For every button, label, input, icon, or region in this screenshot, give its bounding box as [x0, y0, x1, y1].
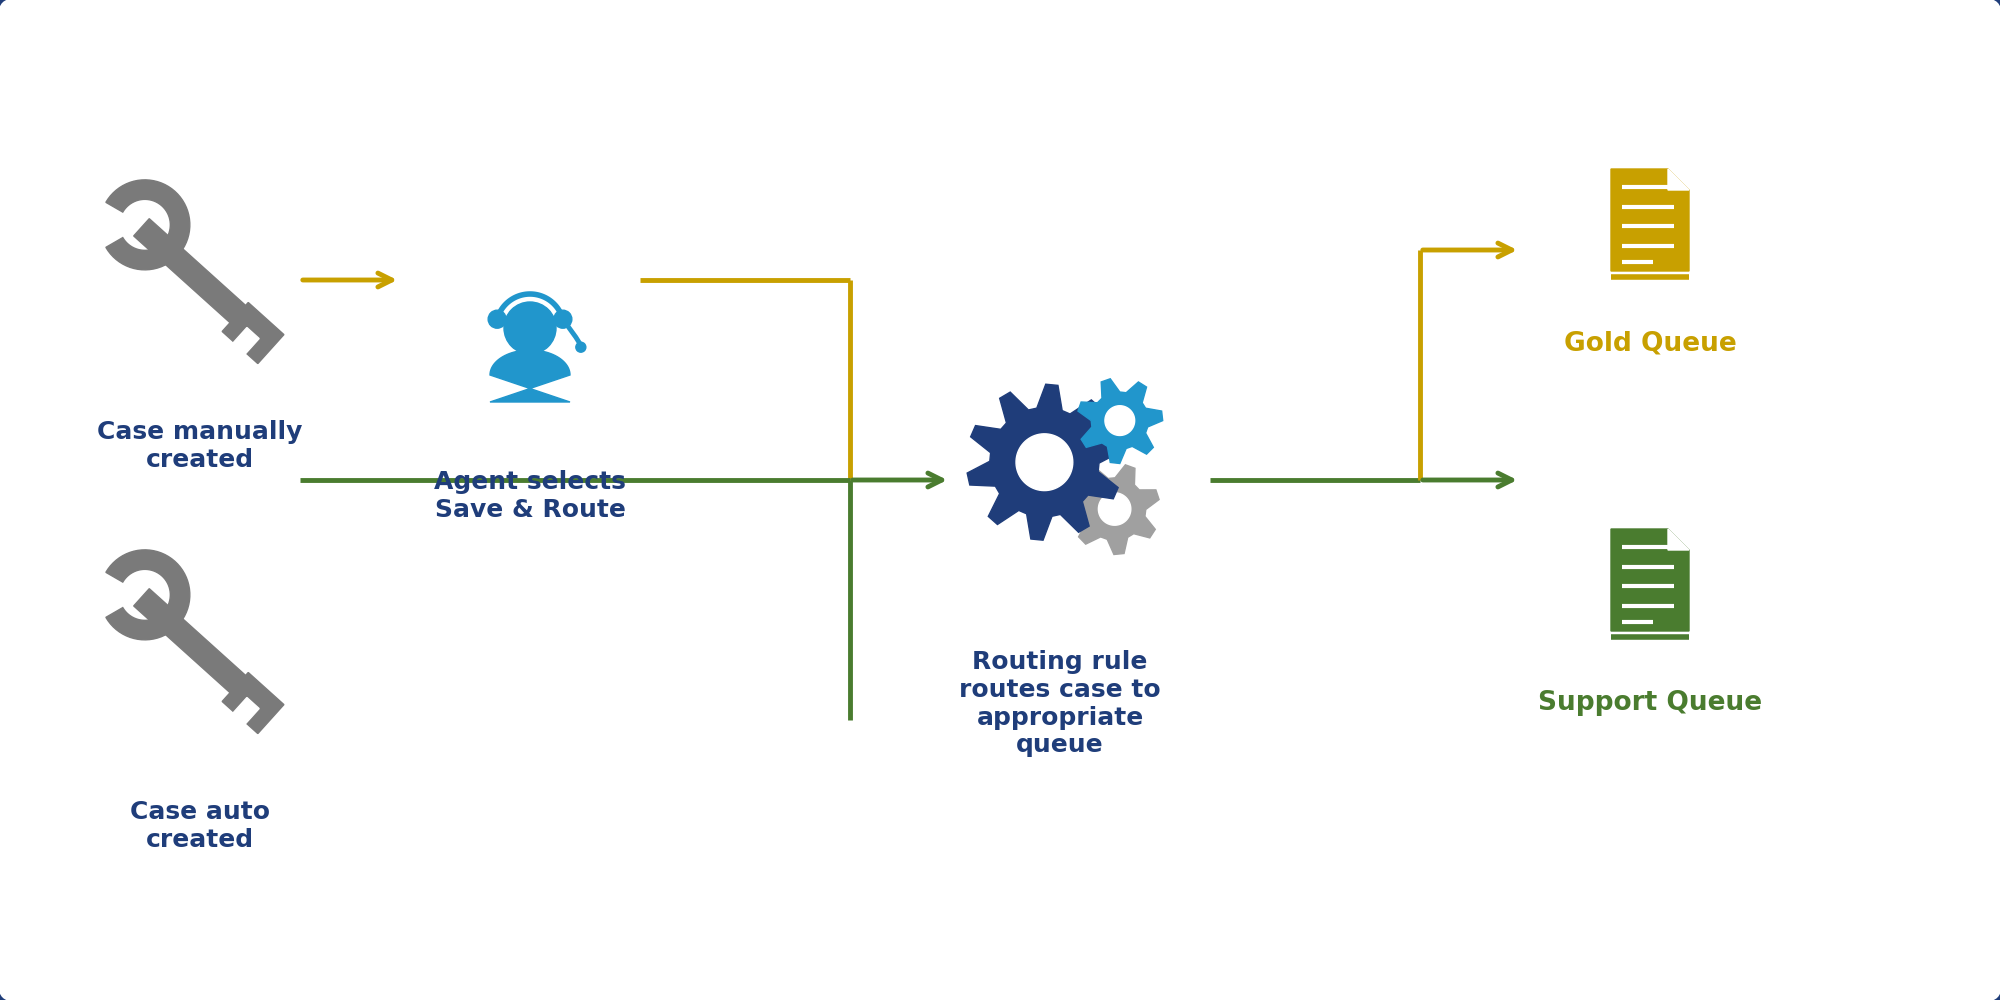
Text: Case manually
created: Case manually created: [98, 420, 302, 472]
Circle shape: [576, 342, 586, 352]
Circle shape: [488, 310, 506, 328]
Polygon shape: [106, 550, 190, 640]
Text: Gold Queue: Gold Queue: [1564, 330, 1736, 356]
Polygon shape: [968, 384, 1122, 540]
Text: Support Queue: Support Queue: [1538, 690, 1762, 716]
Circle shape: [554, 310, 572, 328]
Polygon shape: [1078, 379, 1162, 464]
Polygon shape: [232, 698, 260, 725]
Text: Case auto
created: Case auto created: [130, 800, 270, 852]
Polygon shape: [232, 328, 260, 355]
Polygon shape: [1612, 169, 1688, 271]
Polygon shape: [1668, 529, 1688, 550]
Polygon shape: [134, 589, 266, 711]
Polygon shape: [1070, 465, 1160, 554]
Polygon shape: [222, 672, 284, 734]
Polygon shape: [222, 302, 284, 364]
Polygon shape: [106, 180, 190, 270]
Circle shape: [504, 302, 556, 354]
Text: Agent selects
Save & Route: Agent selects Save & Route: [434, 470, 626, 522]
Polygon shape: [1098, 493, 1130, 525]
Polygon shape: [1016, 434, 1072, 491]
Polygon shape: [490, 350, 570, 402]
Polygon shape: [1104, 406, 1134, 435]
Polygon shape: [134, 219, 266, 341]
Polygon shape: [1668, 169, 1688, 190]
Polygon shape: [1612, 529, 1688, 631]
Text: Routing rule
routes case to
appropriate
queue: Routing rule routes case to appropriate …: [960, 650, 1160, 757]
